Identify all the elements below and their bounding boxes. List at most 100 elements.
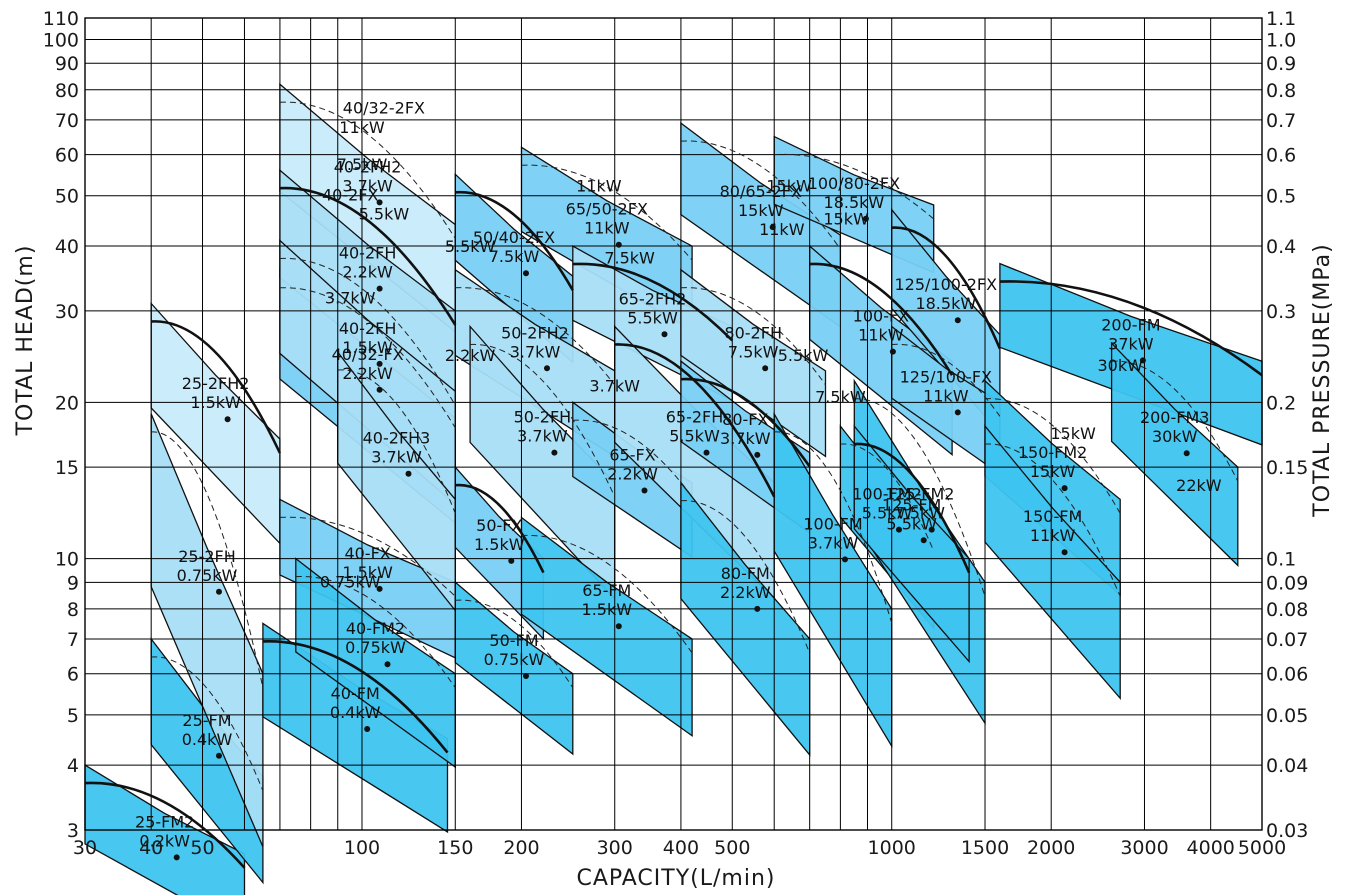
model-name: 65/50-2FX	[566, 200, 648, 219]
y-tick-label: 8	[67, 599, 79, 621]
y2-tick-label: 0.15	[1266, 457, 1308, 479]
model-power: 1.5kW	[342, 338, 393, 357]
model-label-4: 40/32-FX2.2kW	[332, 345, 404, 383]
leader-dot	[641, 487, 648, 494]
pump-regions	[84, 82, 1263, 895]
model-name: 40/32-FX	[332, 345, 404, 364]
curve-36	[999, 280, 1263, 377]
x-tick-label: 400	[663, 837, 699, 859]
model-power: 1.5kW	[582, 600, 633, 619]
y2-tick-label: 0.3	[1266, 301, 1296, 323]
curve-32	[854, 398, 986, 597]
x-tick-label: 100	[344, 837, 380, 859]
curve-12	[455, 190, 574, 291]
model-power: 5.5kW	[669, 427, 720, 446]
curve-31	[891, 343, 1001, 417]
model-name: 200-FM3	[1140, 408, 1210, 427]
x-axis-title: CAPACITY(L/min)	[577, 866, 776, 891]
model-power: 0.4kW	[330, 703, 381, 722]
model-label-14: 50-2FH3.7kW	[514, 408, 572, 446]
region-label-8: 7.5kW	[604, 249, 655, 268]
y2-tick-label: 0.5	[1266, 186, 1296, 208]
model-name: 65-FX	[609, 446, 655, 465]
leader-dot	[376, 199, 383, 206]
y2-tick-label: 0.9	[1266, 53, 1296, 75]
region-label-5: 3.7kW	[325, 289, 376, 308]
leader-dot	[928, 526, 935, 533]
y-tick-label: 3	[67, 820, 79, 842]
leader-dot	[544, 365, 550, 372]
model-label-8: 40-FX1.5kW	[342, 544, 393, 582]
curve-14	[470, 343, 616, 497]
y-tick-label: 60	[55, 145, 79, 167]
model-name: 40-FM2	[346, 619, 405, 638]
curve-15	[455, 483, 545, 574]
leader-dot	[954, 317, 961, 324]
y-tick-label: 110	[43, 8, 79, 30]
x-tick-label: 1500	[961, 837, 1009, 859]
x-tick-label: 200	[503, 837, 539, 859]
plot-frame	[84, 17, 1263, 831]
model-name: 80-2FH	[724, 323, 782, 342]
performance-curves	[84, 101, 1263, 869]
leader-dot	[754, 451, 761, 458]
y2-tick-label: 1.0	[1266, 30, 1296, 52]
leader-dot	[523, 673, 529, 679]
model-name: 125/100-2FX	[895, 275, 998, 294]
model-power: 7.5kW	[728, 342, 779, 361]
model-name: 125-FM2	[885, 485, 955, 504]
model-power: 7.5kW	[489, 247, 540, 266]
model-name: 100-FM2	[852, 485, 922, 504]
y2-tick-label: 0.03	[1266, 820, 1308, 842]
model-name: 50/40-2FX	[473, 228, 555, 247]
y2-tick-label: 0.4	[1266, 236, 1296, 258]
model-name: 50-FX	[476, 516, 522, 535]
leader-dot	[216, 588, 222, 595]
model-name: 25-2FH2	[182, 374, 250, 393]
model-power: 3.7kW	[510, 342, 561, 361]
model-name: 50-2FH	[514, 408, 572, 427]
model-name: 80-FM	[721, 564, 770, 583]
leader-dot	[1139, 357, 1146, 364]
leader-dot	[889, 348, 896, 355]
x-tick-label: 2000	[1027, 837, 1075, 859]
leader-dot	[376, 585, 383, 592]
y-tick-label: 70	[55, 110, 79, 132]
model-name: 65-2FH	[666, 408, 724, 427]
region-label-6: 2.2kW	[445, 346, 496, 365]
model-name: 80/65-2FX	[720, 182, 802, 201]
leader-dot	[216, 752, 222, 759]
model-name: 25-FM	[182, 711, 231, 730]
model-name: 65-2FH2	[619, 289, 687, 308]
region-label-14: 5.5kW	[778, 346, 829, 365]
leader-dot	[508, 557, 515, 564]
model-name: 40-FX	[344, 544, 390, 563]
curve-5	[279, 101, 456, 239]
region-label-4: 5.5kW	[359, 205, 410, 224]
model-name: 25-2FH	[178, 547, 236, 566]
leader-dot	[405, 470, 412, 477]
region-label-12: 11kW	[759, 220, 805, 239]
y-axis-title: TOTAL HEAD(m)	[13, 245, 38, 437]
y-tick-label: 80	[55, 80, 79, 102]
model-power: 0.75kW	[177, 566, 238, 585]
region-33	[853, 424, 970, 664]
model-power: 2.2kW	[607, 465, 658, 484]
model-name: 125-FM	[882, 495, 941, 514]
region-37	[1110, 341, 1239, 567]
y2-tick-label: 0.2	[1266, 392, 1296, 414]
y2-tick-label: 0.04	[1266, 755, 1308, 777]
model-power: 2.2kW	[342, 364, 393, 383]
model-label-24: 80-FX3.7kW	[720, 410, 771, 448]
curve-37	[1111, 360, 1239, 482]
leader-dot	[224, 416, 231, 423]
model-label-33: 125-FM5.5kW	[882, 495, 941, 533]
region-label-10: 3.7kW	[589, 376, 640, 395]
model-labels: 25-FM20.2kW25-FM0.4kW25-2FH0.75kW25-2FH2…	[135, 99, 1222, 851]
x-tick-label: 50	[190, 837, 214, 859]
model-power: 15kW	[738, 201, 784, 220]
y-tick-label: 10	[55, 549, 79, 571]
